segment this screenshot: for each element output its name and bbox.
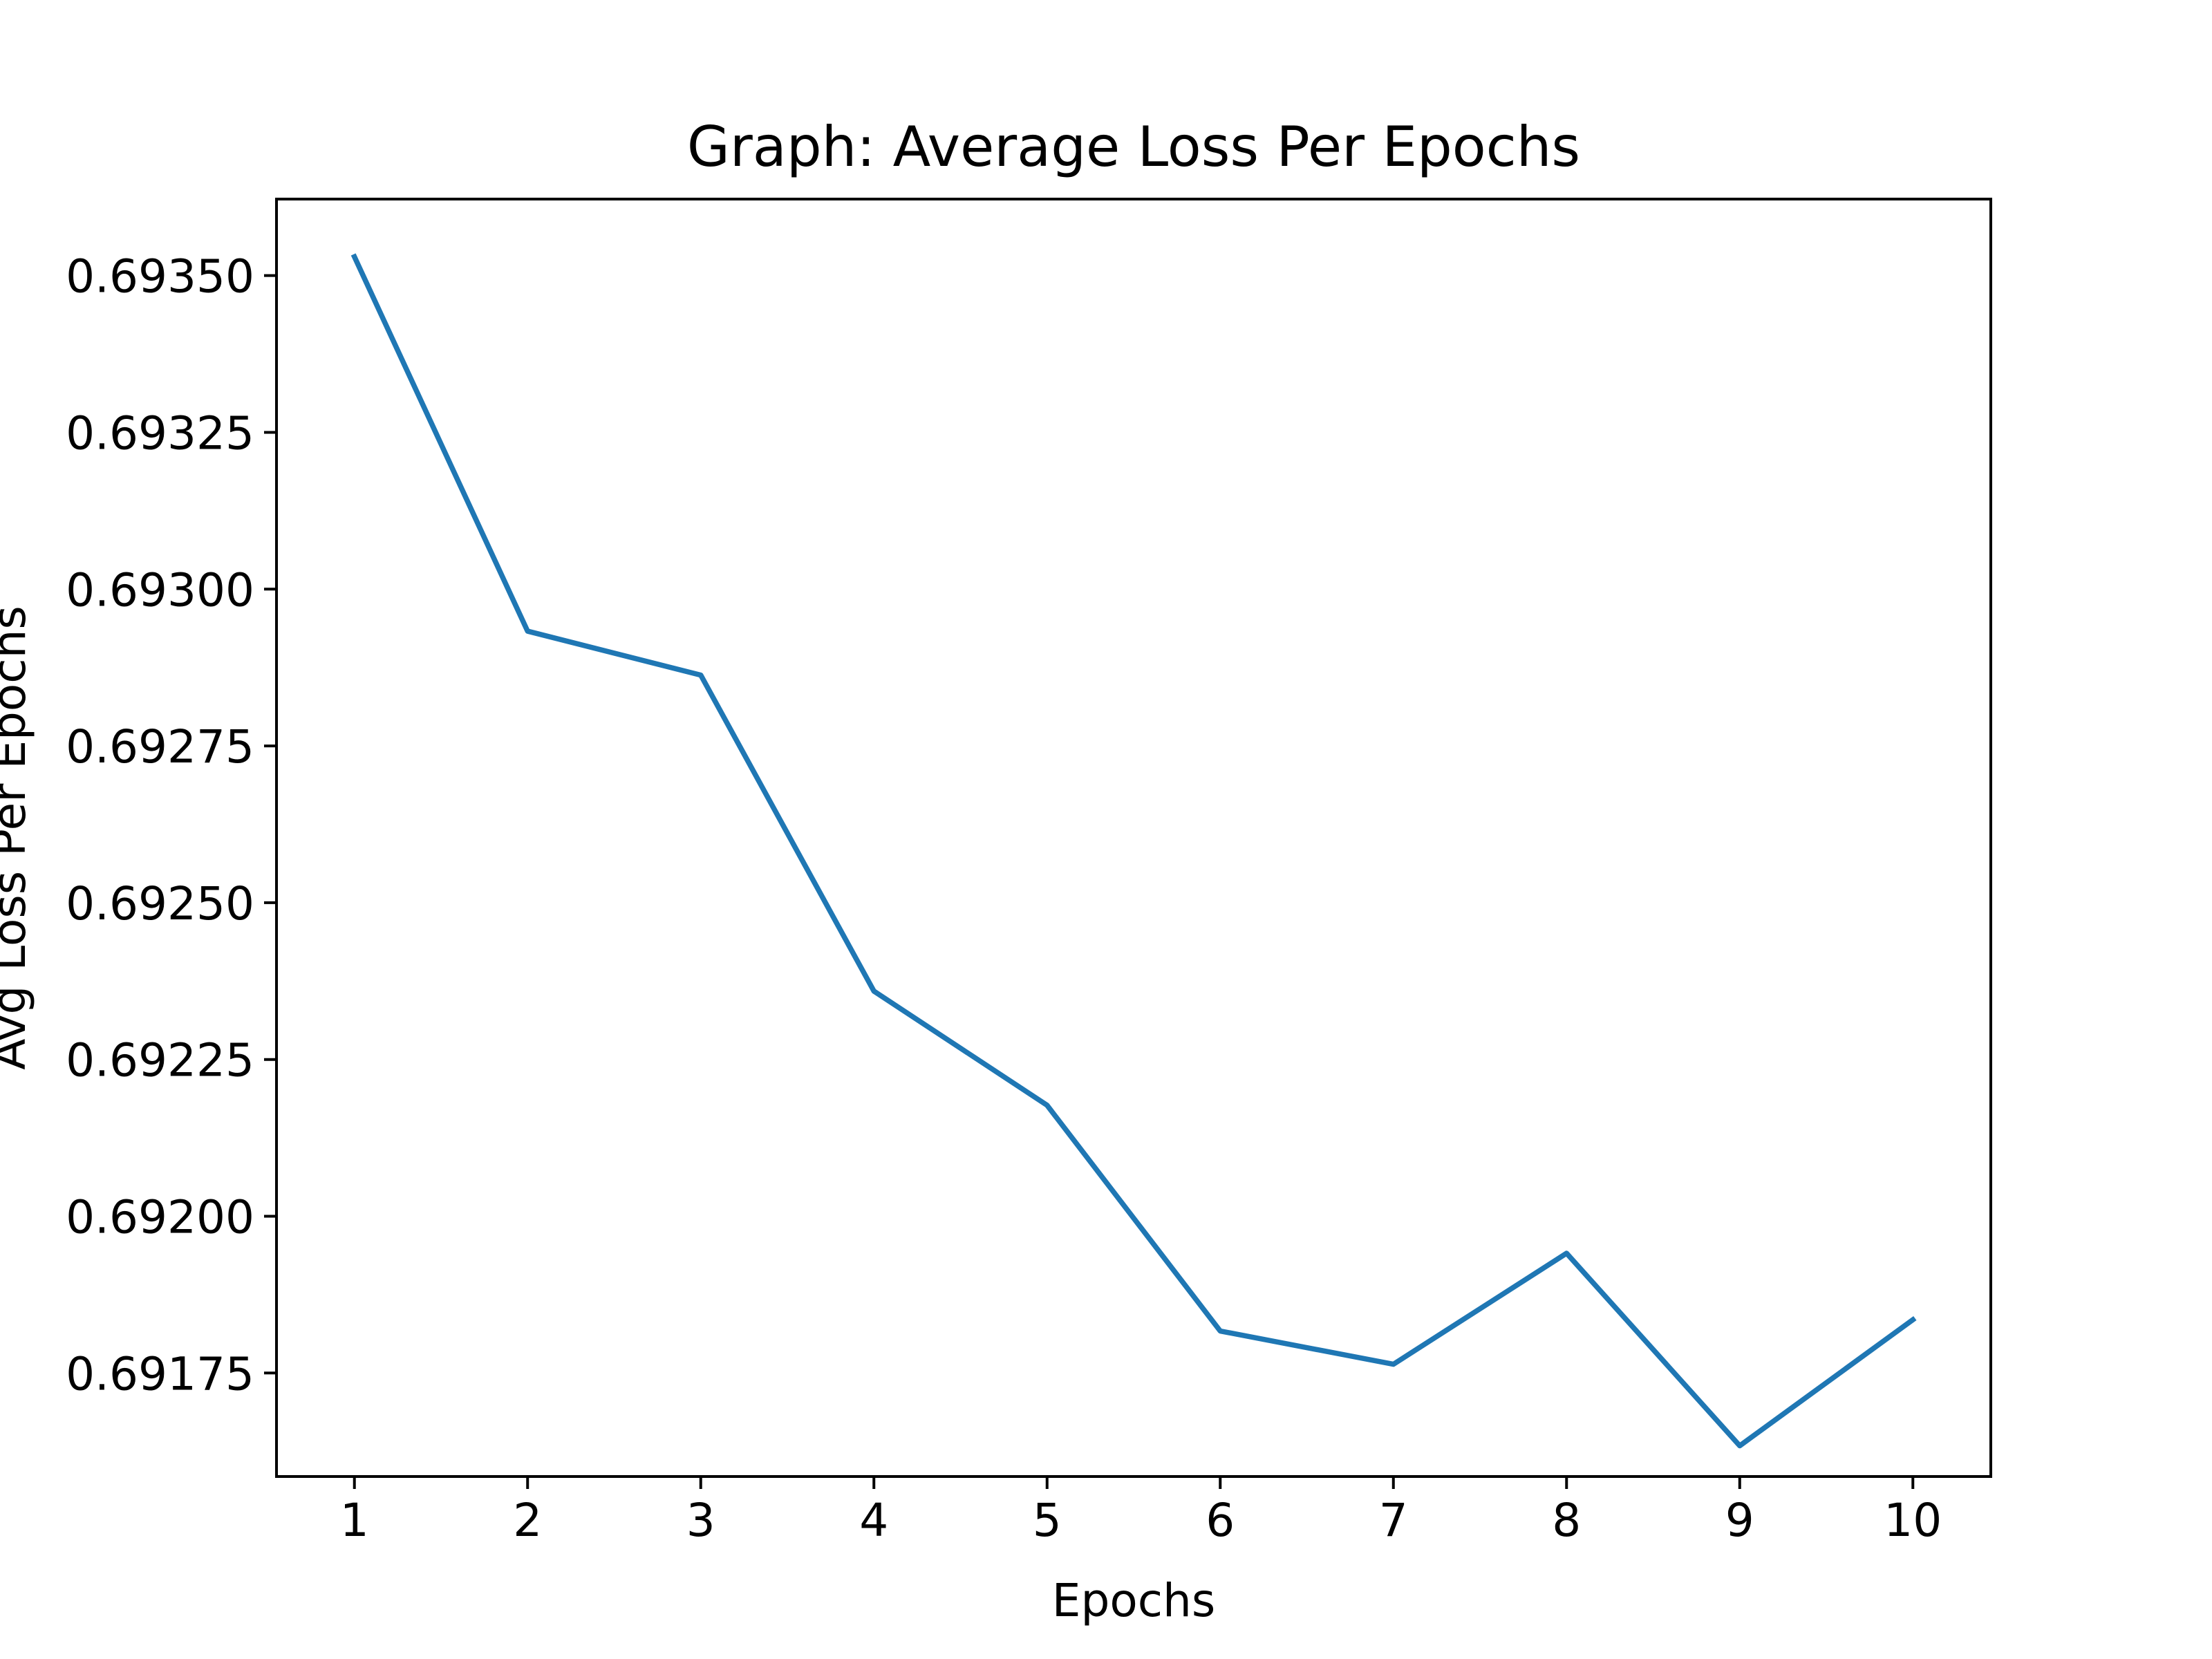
x-axis-ticks: 1 2 3 4 5 6 7 8 9 10 bbox=[340, 1477, 1942, 1547]
y-axis-ticks: 0.69175 0.69200 0.69225 0.69250 0.69275 0.693… bbox=[66, 250, 276, 1400]
series-line bbox=[350, 253, 1917, 1449]
plot-frame bbox=[275, 198, 1992, 1478]
chart-title: Graph: Average Loss Per Epochs bbox=[687, 115, 1580, 179]
x-tick-label: 5 bbox=[1033, 1494, 1062, 1547]
x-tick-label: 10 bbox=[1884, 1494, 1942, 1547]
data-point bbox=[871, 988, 877, 994]
x-tick-label: 4 bbox=[859, 1494, 888, 1547]
y-tick-label: 0.69350 bbox=[66, 250, 254, 303]
x-tick-label: 3 bbox=[686, 1494, 715, 1547]
x-tick-label: 1 bbox=[340, 1494, 369, 1547]
x-tick-label: 9 bbox=[1725, 1494, 1754, 1547]
y-tick-label: 0.69200 bbox=[66, 1191, 254, 1244]
data-point bbox=[352, 254, 357, 259]
x-tick-label: 7 bbox=[1379, 1494, 1408, 1547]
y-tick-label: 0.69325 bbox=[66, 406, 254, 460]
x-tick-label: 8 bbox=[1552, 1494, 1581, 1547]
y-axis-label: Avg Loss Per Epochs bbox=[0, 606, 36, 1070]
y-tick-label: 0.69275 bbox=[66, 720, 254, 774]
data-point bbox=[1217, 1329, 1223, 1334]
x-axis-label: Epochs bbox=[1052, 1574, 1215, 1627]
y-tick-label: 0.69300 bbox=[66, 563, 254, 617]
x-tick-label: 6 bbox=[1206, 1494, 1235, 1547]
y-tick-label: 0.69225 bbox=[66, 1034, 254, 1087]
data-point bbox=[1044, 1103, 1050, 1108]
y-tick-label: 0.69250 bbox=[66, 877, 254, 930]
data-point bbox=[1391, 1362, 1396, 1367]
data-point bbox=[1564, 1250, 1569, 1256]
data-point bbox=[525, 628, 530, 634]
data-point bbox=[1737, 1443, 1743, 1449]
data-point bbox=[698, 673, 704, 678]
y-tick-label: 0.69175 bbox=[66, 1347, 254, 1400]
x-tick-label: 2 bbox=[513, 1494, 542, 1547]
data-point bbox=[1910, 1317, 1915, 1322]
